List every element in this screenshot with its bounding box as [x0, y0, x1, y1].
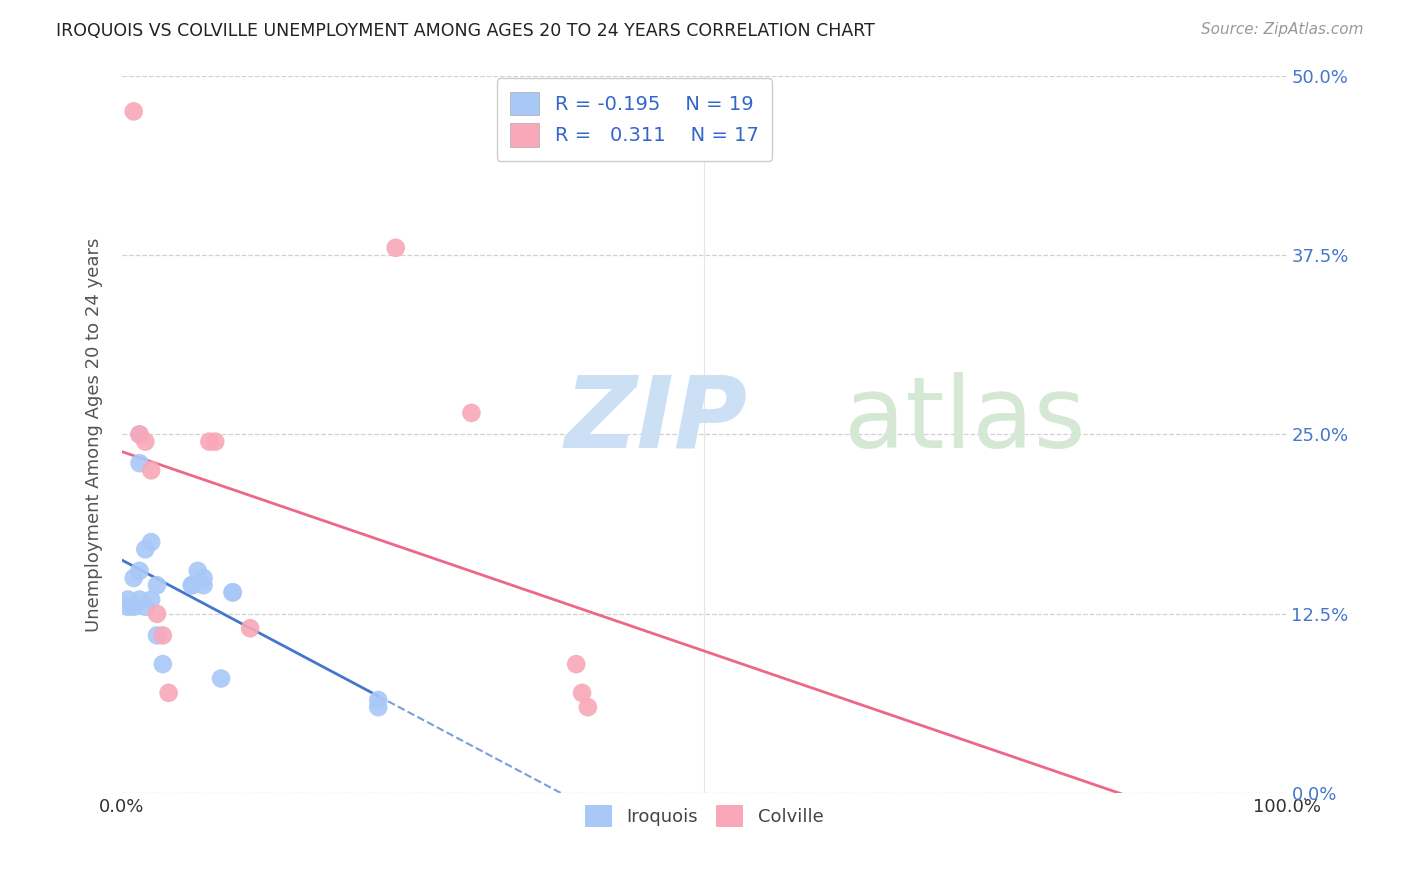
Point [122, 599, 145, 614]
Point [239, 621, 262, 635]
Point [571, 686, 593, 700]
Point [141, 535, 163, 549]
Point [146, 628, 169, 642]
Point [146, 578, 169, 592]
Point [367, 700, 389, 714]
Point [146, 607, 169, 621]
Point [128, 456, 150, 470]
Point [141, 592, 163, 607]
Point [221, 585, 243, 599]
Point [122, 571, 145, 585]
Point [152, 628, 174, 642]
Point [117, 599, 139, 614]
Point [117, 592, 139, 607]
Point [181, 578, 204, 592]
Point [193, 571, 215, 585]
Text: Source: ZipAtlas.com: Source: ZipAtlas.com [1201, 22, 1364, 37]
Point [204, 434, 226, 449]
Point [181, 578, 204, 592]
Text: IROQUOIS VS COLVILLE UNEMPLOYMENT AMONG AGES 20 TO 24 YEARS CORRELATION CHART: IROQUOIS VS COLVILLE UNEMPLOYMENT AMONG … [56, 22, 875, 40]
Point [128, 427, 150, 442]
Point [141, 463, 163, 477]
Point [367, 693, 389, 707]
Legend: Iroquois, Colville: Iroquois, Colville [578, 798, 831, 835]
Text: atlas: atlas [844, 372, 1085, 468]
Point [128, 427, 150, 442]
Point [187, 564, 209, 578]
Point [198, 434, 221, 449]
Point [128, 592, 150, 607]
Point [193, 578, 215, 592]
Y-axis label: Unemployment Among Ages 20 to 24 years: Unemployment Among Ages 20 to 24 years [86, 237, 103, 632]
Point [576, 700, 599, 714]
Point [460, 406, 482, 420]
Point [152, 657, 174, 672]
Point [134, 542, 156, 557]
Point [221, 585, 243, 599]
Point [209, 672, 232, 686]
Point [128, 564, 150, 578]
Point [565, 657, 588, 672]
Point [122, 104, 145, 119]
Text: ZIP: ZIP [565, 372, 748, 468]
Point [384, 241, 406, 255]
Point [134, 599, 156, 614]
Point [134, 434, 156, 449]
Point [157, 686, 180, 700]
